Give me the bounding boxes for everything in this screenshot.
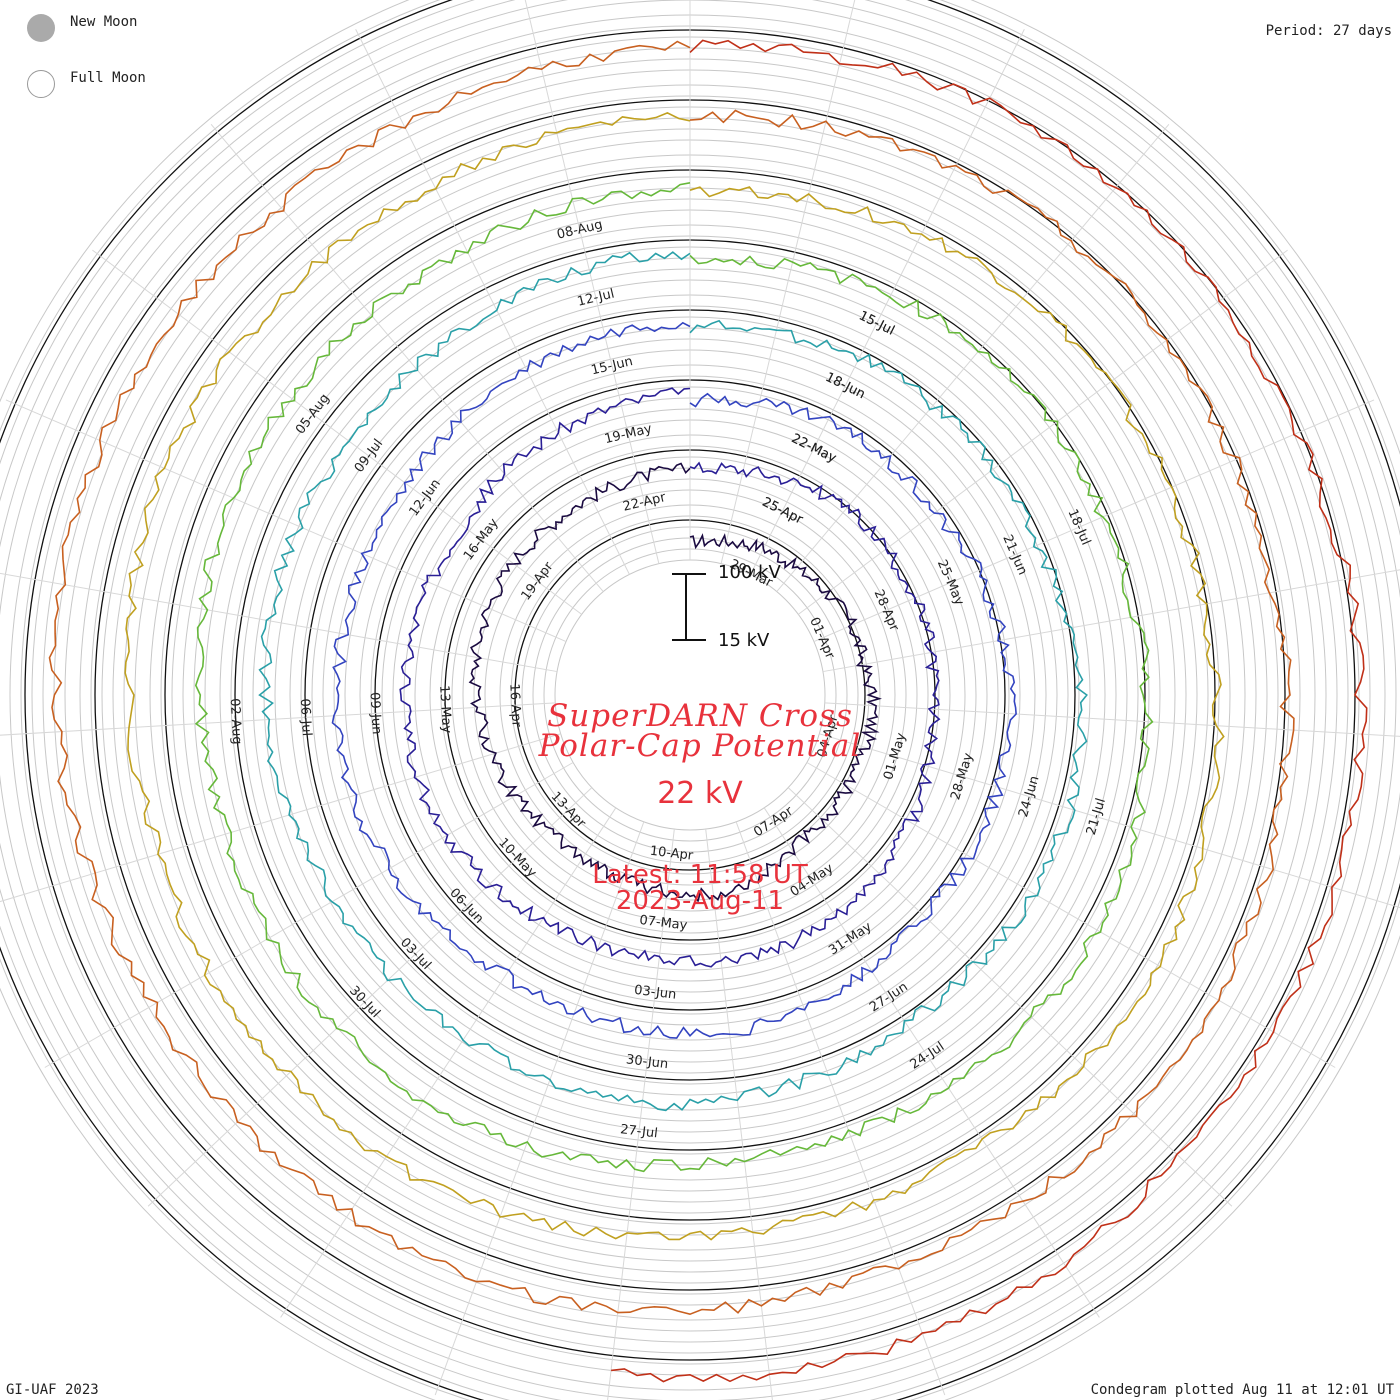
date-tick-label: 09-Jul [352, 436, 387, 475]
date-tick-labels: 29-Mar01-Apr04-Apr07-Apr10-Apr13-Apr16-A… [227, 217, 1109, 1141]
date-tick-label: 25-May [934, 558, 967, 608]
new-moon-label: New Moon [70, 14, 138, 30]
grid-spoke [607, 829, 675, 1400]
grid-spoke [92, 249, 583, 615]
grid-spoke [720, 0, 856, 564]
grid-spoke [0, 733, 561, 903]
series-trace-1 [468, 462, 882, 903]
date-tick-label: 01-Apr [806, 615, 837, 661]
series-trace-6 [124, 112, 1225, 1241]
date-tick-label: 07-May [639, 913, 689, 934]
grid-spoke [763, 807, 1100, 1318]
series-trace-8 [611, 39, 1368, 1383]
grid-spoke [0, 572, 558, 673]
chart-title-line2: Polar-Cap Potential [538, 728, 862, 764]
date-tick-label: 19-May [603, 421, 654, 447]
date-tick-label: 06-Jul [297, 698, 314, 736]
grid-ring [510, 515, 870, 875]
date-tick-label: 08-Aug [556, 217, 605, 242]
grid-spoke [819, 733, 1400, 909]
scale-min-label: 15 kV [718, 630, 770, 651]
date-tick-label: 13-May [436, 685, 454, 734]
grid-spoke [750, 29, 1025, 575]
date-tick-label: 03-Jul [397, 935, 434, 973]
series-trace-2 [399, 387, 941, 968]
grid-spoke [813, 399, 1375, 642]
chart-title-line1: SuperDARN Cross [547, 698, 853, 734]
grid-spoke [806, 762, 1336, 1068]
grid-spoke [147, 787, 593, 1207]
latest-time: Latest: 11:58 UT [592, 860, 808, 890]
grid-spoke [210, 123, 604, 592]
full-moon-icon [27, 70, 55, 98]
date-tick-label: 22-May [789, 431, 839, 466]
date-tick-label: 21-Jun [999, 533, 1030, 578]
date-tick-label: 09-Jun [366, 692, 383, 735]
series-trace-7 [48, 40, 1295, 1316]
latest-date: 2023-Aug-11 [615, 886, 785, 916]
date-tick-label: 03-Jun [633, 983, 677, 1003]
grid-spoke [434, 821, 645, 1396]
date-tick-label: 18-Jul [1064, 507, 1093, 548]
grid-spoke [822, 569, 1400, 673]
grid-spoke [735, 821, 946, 1396]
grid-spoke [705, 829, 773, 1400]
date-tick-label: 28-Apr [871, 588, 902, 634]
grid-spoke [355, 29, 630, 575]
series-trace-5 [194, 182, 1154, 1173]
grid-spoke [0, 702, 556, 736]
credit-label: GI-UAF 2023 [6, 1382, 99, 1398]
grid-spoke [797, 249, 1288, 615]
date-tick-label: 19-Apr [519, 559, 557, 603]
plotted-timestamp: Condegram plotted Aug 11 at 12:01 UT [1090, 1382, 1394, 1398]
date-tick-label: 10-Apr [649, 844, 695, 864]
grid-spoke [280, 807, 617, 1318]
date-tick-label: 27-Jul [619, 1122, 658, 1141]
date-tick-label: 22-Apr [621, 490, 667, 515]
grid-spoke [44, 762, 574, 1068]
period-label: Period: 27 days [1265, 23, 1392, 39]
grid-spoke [824, 702, 1400, 737]
series-trace-3 [331, 321, 1017, 1039]
date-tick-label: 30-Jun [625, 1052, 669, 1072]
current-value: 22 kV [657, 776, 743, 811]
grid-spoke [776, 123, 1170, 592]
date-tick-label: 02-Aug [227, 698, 245, 745]
series-group [48, 39, 1368, 1383]
grid-spoke [524, 0, 660, 564]
date-tick-label: 30-Jul [346, 983, 383, 1021]
series-trace-4 [258, 251, 1088, 1112]
grid-spoke [787, 787, 1233, 1207]
date-tick-label: 27-Jun [867, 980, 911, 1016]
date-tick-label: 16-Apr [506, 683, 524, 728]
scale-bar [672, 573, 706, 641]
scale-max-label: 100 kV [718, 562, 781, 583]
date-tick-label: 12-Jun [407, 476, 444, 519]
full-moon-label: Full Moon [70, 70, 146, 86]
new-moon-icon [27, 14, 55, 42]
date-tick-label: 31-May [826, 919, 875, 958]
